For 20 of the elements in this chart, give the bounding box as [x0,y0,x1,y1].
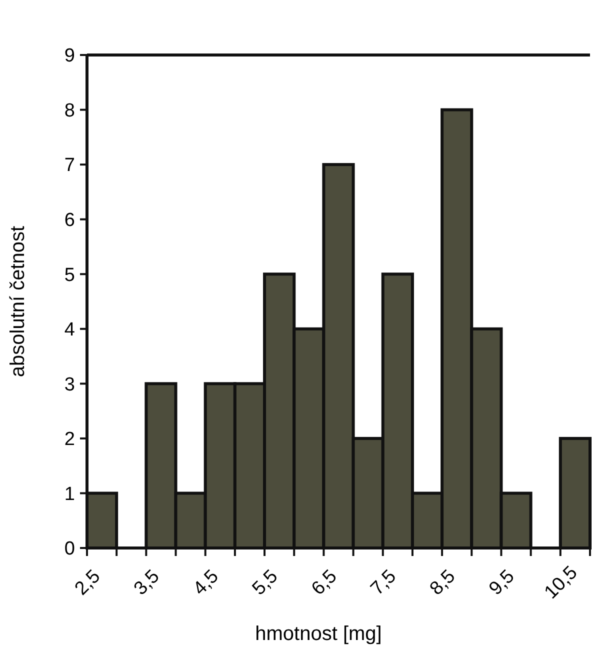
y-tick-label: 5 [64,264,75,286]
y-tick-label: 8 [64,100,75,122]
x-tick-label: 2,5 [71,566,105,600]
y-tick-label: 6 [64,210,75,231]
y-tick-label: 3 [64,374,75,396]
x-tick-label: 3,5 [130,566,164,600]
x-tick-label: 8,5 [426,566,460,600]
y-tick-label: 2 [64,429,75,450]
x-axis-title: hmotnost [mg] [255,623,382,645]
y-tick-label: 7 [64,155,75,176]
x-tick-label: 4,5 [189,566,223,600]
x-tick-label: 5,5 [248,566,282,600]
y-axis-title: absolutní četnost [7,225,29,378]
y-tick-label: 1 [64,484,75,505]
x-tick-label: 7,5 [366,566,400,600]
y-tick-label: 4 [64,320,76,341]
y-tick-label: 0 [64,538,75,560]
y-tick-label: 9 [64,46,75,67]
x-tick-label: 6,5 [308,566,342,600]
x-tick-label: 9,5 [485,566,519,600]
